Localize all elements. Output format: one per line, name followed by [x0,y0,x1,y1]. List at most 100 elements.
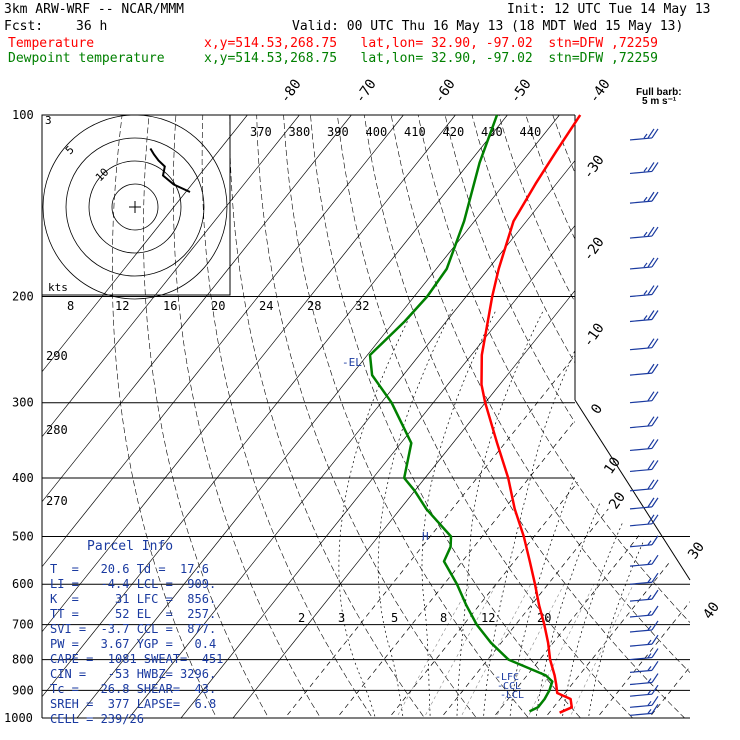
dry-adiabat [201,115,382,718]
barb-staff [629,523,653,527]
barb-flag [651,648,659,658]
barb-flag [651,673,659,683]
dry-adiabat [465,115,690,718]
theta-label: 400 [366,125,388,139]
barb-flag [643,231,648,237]
barb-flag [651,704,659,714]
barb-flag [651,554,659,565]
barb-flag [651,310,659,320]
parcel-row: K = 31 LFC = 856. [50,592,217,606]
isotherm-label-top: -70 [352,76,380,106]
mixing-ratio-line [389,584,471,718]
forecast-label: Fcst: [4,19,44,34]
barb-flag [647,391,655,402]
barb-flag [651,695,659,706]
parcel-row: CIN = -53 HWBZ= 3296. [50,667,217,681]
hodograph-speed-label: 12 [115,299,129,313]
isotherm-label-right: -20 [580,234,608,264]
parcel-row: SREH = 377 LAPSE= 6.8 [50,697,217,711]
parcel-row: SVI = -3.7 CCL = 877. [50,622,217,636]
parcel-row: T = 20.6 Td = 17.6 [50,562,209,576]
isotherm-line [420,115,690,718]
barb-flag [647,653,652,658]
barb-flag [651,634,659,645]
parcel-row: TT = 52 EL = 257. [50,607,217,621]
parcel-row: PW = 3.67 YGP = 0.4 [50,637,217,651]
wind-barb [629,535,659,548]
barb-staff [629,656,653,661]
wind-barb [629,634,659,647]
wind-barb [629,620,659,633]
wind-barb [629,363,659,376]
barb-staff [629,266,653,270]
wind-barb [629,554,659,567]
dry-adiabat [727,87,740,730]
barb-flag [651,605,659,616]
barb-flag [643,315,648,320]
barb-staff [629,400,653,404]
dry-adiabat [595,115,690,718]
barb-flag [647,191,655,202]
isotherm-label-top: -80 [277,76,305,106]
dry-adiabat [647,115,690,718]
barb-flag [651,416,659,426]
isotherm-line [733,57,740,740]
dry-adiabat [143,115,277,718]
barb-flag [647,559,652,565]
barb-staff [629,563,653,567]
isotherm-label-right: 0 [588,401,606,417]
ccl-annotation: -CCL [497,681,521,692]
theta-label: 440 [520,125,542,139]
barb-flag [643,133,648,139]
wind-barbs [629,128,659,716]
theta-label: 370 [250,125,272,139]
dry-adiabat [334,115,646,718]
valid-time: Valid: 00 UTC Thu 16 May 13 (18 MDT Wed … [292,19,684,34]
barb-flag [647,665,652,671]
barb-staff [629,712,653,716]
barb-flag [651,620,659,631]
isotherm-label-right: 10 [601,454,624,477]
barb-staff [629,137,653,141]
barb-staff [629,425,653,429]
barb-legend-line2: 5 m s⁻¹ [642,96,677,107]
hodograph-ring-label: 5 [63,143,77,157]
barb-flag [651,589,659,600]
isotherm-label-right: -30 [580,152,608,182]
barb-flag [651,363,659,374]
pressure-label: 1000 [4,711,33,725]
wind-barb [629,572,659,585]
isotherm-line [42,115,347,718]
barb-staff [629,318,653,323]
barb-flag [647,338,655,348]
wind-barb [629,648,659,661]
hodograph-speed-label: 32 [355,299,369,313]
barb-flag [647,416,655,426]
wind-barb [629,191,659,204]
wind-barb [629,673,659,686]
isotherm-line [42,115,399,718]
barb-flag [647,639,652,645]
hodograph-trace [149,147,191,193]
barb-staff [629,235,653,239]
temperature-legend-label: Temperature [8,36,95,51]
mixing-ratio-line [563,584,634,718]
mixing-ratio-line [416,584,497,718]
moist-adiabat [586,309,690,718]
wind-barb [629,285,659,298]
hodograph-ring [65,137,205,277]
parcel-row: CELL = 239/26 [50,712,144,726]
isotherm-line [264,115,690,718]
hodograph-ring-label: 3 [45,114,52,127]
isotherm-line [108,115,659,718]
hodograph-speed-label: 24 [259,299,273,313]
theta-label-left: 280 [46,423,68,437]
wind-barb [629,589,659,602]
isotherm-line [42,115,555,718]
dry-adiabat [621,115,690,718]
barb-flag [651,514,659,525]
wind-barb [629,497,659,510]
moist-adiabat [421,309,497,718]
barb-staff [629,544,653,548]
